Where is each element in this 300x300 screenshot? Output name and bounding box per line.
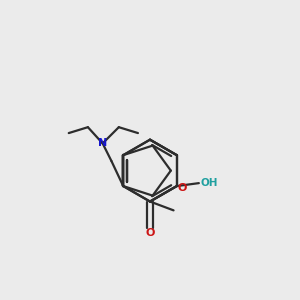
Text: O: O [145, 228, 155, 238]
Text: N: N [98, 138, 107, 148]
Text: O: O [177, 182, 187, 193]
Text: OH: OH [200, 178, 218, 188]
